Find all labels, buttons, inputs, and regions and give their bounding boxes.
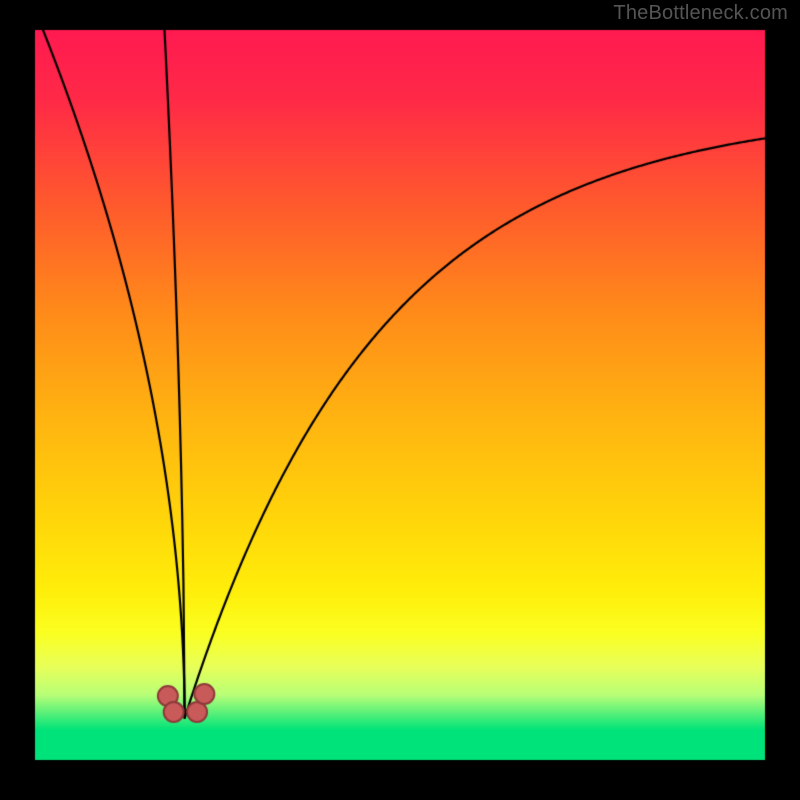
chart-container: TheBottleneck.com xyxy=(0,0,800,800)
bottleneck-chart-canvas xyxy=(0,0,800,800)
watermark-label: TheBottleneck.com xyxy=(613,2,788,25)
